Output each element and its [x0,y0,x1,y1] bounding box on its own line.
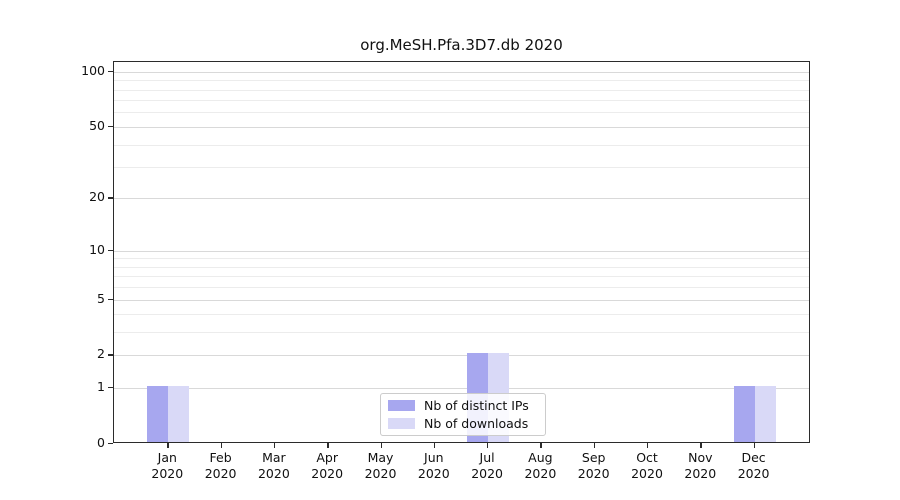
legend-item: Nb of downloads [388,416,537,431]
bar-downloads [754,386,776,442]
gridline-major [114,355,809,357]
legend-swatch-downloads [388,418,415,429]
x-tick-label: Nov 2020 [684,450,717,481]
y-tick-mark [108,298,113,300]
gridline-major [114,299,809,301]
x-tick-label: Jan 2020 [151,450,184,481]
gridline-minor [114,332,809,334]
y-tick-mark [108,443,113,445]
gridline-minor [114,112,809,114]
gridline-major [114,388,809,390]
legend-item: Nb of distinct IPs [388,398,537,413]
y-tick-label: 1 [97,379,105,395]
plot-area: Nb of distinct IPs Nb of downloads [113,61,810,443]
y-tick-mark [108,125,113,128]
gridline-major [114,250,809,252]
gridline-major [114,198,809,200]
x-tick-mark [647,443,649,448]
y-tick-mark [108,197,113,199]
x-tick-mark [487,443,489,448]
y-tick-mark [108,249,113,251]
bar-distinct-ips [147,386,169,442]
x-tick-label: Sep 2020 [577,450,610,481]
x-tick-mark [433,443,436,448]
gridline-minor [114,100,809,102]
gridline-minor [114,287,809,289]
x-tick-label: Dec 2020 [737,450,770,481]
legend-label: Nb of downloads [424,416,529,431]
x-tick-mark [380,443,382,448]
gridline-minor [114,80,809,82]
y-tick-mark [108,354,113,356]
gridline-major [114,126,809,128]
x-tick-mark [753,443,755,448]
x-tick-mark [540,443,542,448]
legend-label: Nb of distinct IPs [424,398,529,413]
x-tick-mark [167,443,169,448]
chart-title: org.MeSH.Pfa.3D7.db 2020 [360,36,563,54]
gridline-minor [114,276,809,278]
y-tick-mark [108,387,113,389]
x-tick-label: Jun 2020 [417,450,450,481]
gridline-minor [114,167,809,168]
bar-distinct-ips [733,386,755,442]
y-tick-label: 50 [89,117,105,133]
x-tick-mark [273,443,276,448]
gridline-minor [114,314,809,316]
x-tick-label: Feb 2020 [204,450,237,481]
x-tick-label: Apr 2020 [311,450,344,481]
x-tick-mark [327,443,329,448]
x-tick-label: May 2020 [364,450,397,481]
gridline-minor [114,258,809,260]
bar-downloads [168,386,190,442]
legend: Nb of distinct IPs Nb of downloads [380,393,546,436]
x-tick-mark [220,443,222,448]
x-tick-label: Oct 2020 [631,450,663,481]
y-tick-label: 2 [97,346,105,362]
x-tick-label: Aug 2020 [524,450,557,481]
x-tick-label: Mar 2020 [257,450,290,481]
y-tick-label: 0 [97,435,105,450]
y-tick-label: 5 [97,290,105,306]
x-tick-mark [700,443,702,448]
legend-swatch-distinct-ips [388,400,415,411]
gridline-minor [114,266,809,268]
x-tick-mark [593,443,596,448]
gridline-minor [114,89,809,91]
y-tick-label: 100 [81,62,105,78]
gridline-minor [114,144,809,146]
gridline-major [114,71,809,73]
y-tick-mark [108,70,113,73]
y-tick-label: 20 [89,189,105,205]
x-tick-label: Jul 2020 [471,450,503,481]
y-tick-label: 10 [89,241,105,257]
